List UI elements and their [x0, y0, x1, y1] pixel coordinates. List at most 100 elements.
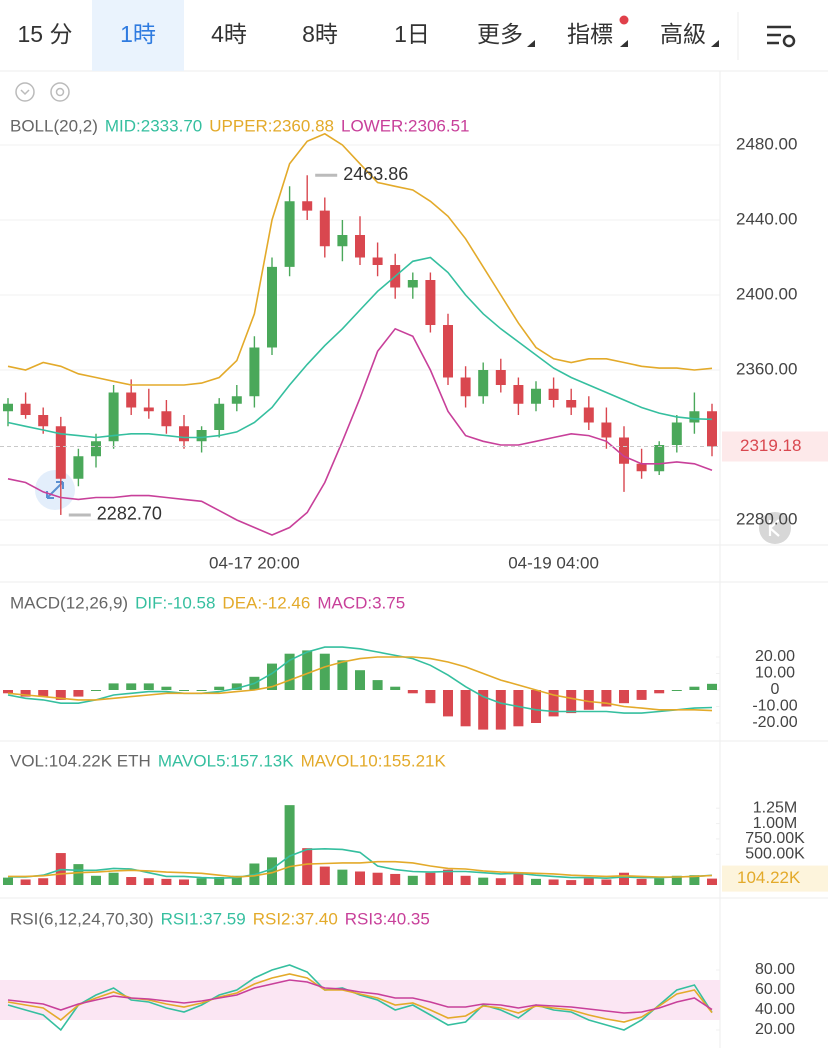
histogram-bar	[478, 690, 489, 730]
histogram-bar	[460, 690, 471, 727]
candle-body	[619, 437, 629, 464]
expand-icon	[46, 481, 64, 499]
indicator-line	[7, 327, 713, 536]
candle-body	[196, 430, 207, 442]
candle-body	[231, 396, 242, 404]
y-tick-label: -20.00	[752, 714, 797, 731]
y-tick-label: 10.00	[755, 665, 795, 682]
histogram-bar	[707, 683, 717, 690]
tab[interactable]: 指標	[567, 21, 613, 47]
candle-body	[55, 426, 66, 479]
volume-bar	[671, 875, 682, 885]
volume-bar	[196, 878, 207, 885]
candle-body	[355, 235, 365, 258]
legend-item: DEA:-12.46	[222, 593, 310, 612]
histogram-bar	[372, 680, 383, 690]
tab[interactable]: 1日	[394, 21, 430, 47]
volume-bar	[407, 875, 418, 885]
candle-body	[284, 201, 295, 267]
y-tick-label: 2400.00	[736, 284, 797, 303]
legend-item: DIF:-10.58	[135, 593, 215, 612]
settings-icon[interactable]	[767, 25, 796, 48]
histogram-bar	[108, 683, 119, 690]
legend-item: MACD(12,26,9)	[10, 593, 128, 612]
volume-bar	[20, 879, 31, 885]
volume-bar	[689, 875, 700, 885]
candle-body	[601, 422, 612, 438]
candle-body	[671, 422, 682, 445]
volume-bar	[108, 872, 119, 885]
histogram-bar	[390, 686, 401, 690]
collapse-icon[interactable]	[15, 82, 35, 102]
candle-body	[108, 392, 119, 442]
candle-body	[531, 388, 541, 404]
y-tick-label: 2280.00	[736, 509, 797, 528]
volume-bar	[214, 877, 225, 885]
histogram-bar	[337, 660, 348, 690]
candle-body	[161, 411, 172, 427]
legend-item: BOLL(20,2)	[10, 116, 98, 135]
histogram-bar	[126, 683, 137, 690]
histogram-bar	[161, 686, 172, 690]
histogram-bar	[231, 683, 242, 690]
dropdown-icon	[620, 40, 628, 47]
volume-bar	[73, 864, 84, 885]
candle-body	[707, 411, 717, 447]
volume-bar	[337, 869, 348, 885]
settings-small-icon[interactable]	[50, 82, 70, 102]
legend-item: MACD:3.75	[317, 593, 405, 612]
volume-bar	[284, 805, 295, 885]
candle-body	[566, 400, 577, 408]
tab[interactable]: 15 分	[18, 21, 73, 47]
y-tick-label: 500.00K	[745, 846, 805, 863]
dropdown-icon	[527, 40, 535, 47]
indicator-line	[8, 847, 713, 880]
candle-body	[583, 407, 594, 423]
histogram-bar	[425, 690, 436, 704]
tab[interactable]: 1時	[120, 21, 156, 47]
tab[interactable]: 4時	[211, 21, 247, 47]
y-tick-label: 2360.00	[736, 359, 797, 378]
candle-body	[179, 426, 189, 442]
candle-body	[73, 456, 84, 479]
histogram-bar	[143, 683, 154, 690]
last-volume-badge	[722, 865, 828, 892]
candle-body	[143, 407, 154, 412]
indicator-line	[7, 256, 713, 439]
candle-body	[495, 370, 506, 385]
histogram-bar	[38, 690, 49, 697]
histogram-bar	[55, 690, 66, 700]
volume-bar	[460, 875, 471, 885]
y-tick-label: 750.00K	[745, 830, 805, 847]
histogram-bar	[319, 653, 330, 690]
volume-bar	[179, 879, 189, 885]
histogram-bar	[267, 663, 277, 690]
y-tick-label: 0	[771, 681, 780, 698]
last-volume-label: 104.22K	[737, 868, 801, 887]
tab[interactable]: 更多	[477, 21, 523, 47]
histogram-bar	[619, 690, 629, 704]
legend-item: RSI3:40.35	[345, 909, 430, 928]
rsi-band	[0, 980, 720, 1020]
indicator-line	[7, 979, 713, 1014]
candle-body	[689, 411, 700, 423]
volume-bar	[601, 879, 612, 885]
volume-bar	[583, 878, 594, 885]
candle-body	[407, 280, 418, 288]
candle-body	[20, 403, 31, 415]
tab[interactable]: 8時	[302, 21, 338, 47]
volume-bar	[566, 880, 577, 885]
histogram-bar	[548, 690, 559, 717]
candle-body	[636, 463, 647, 472]
candle-body	[126, 392, 137, 408]
volume-bar	[478, 877, 489, 885]
y-tick-label: 20.00	[755, 1021, 795, 1038]
y-tick-label: 80.00	[755, 961, 795, 978]
tab[interactable]: 高級	[660, 21, 706, 47]
volume-bar	[425, 872, 436, 885]
reset-button[interactable]	[759, 512, 791, 544]
candle-body	[460, 377, 471, 397]
histogram-bar	[91, 690, 101, 691]
candle-body	[302, 201, 313, 211]
